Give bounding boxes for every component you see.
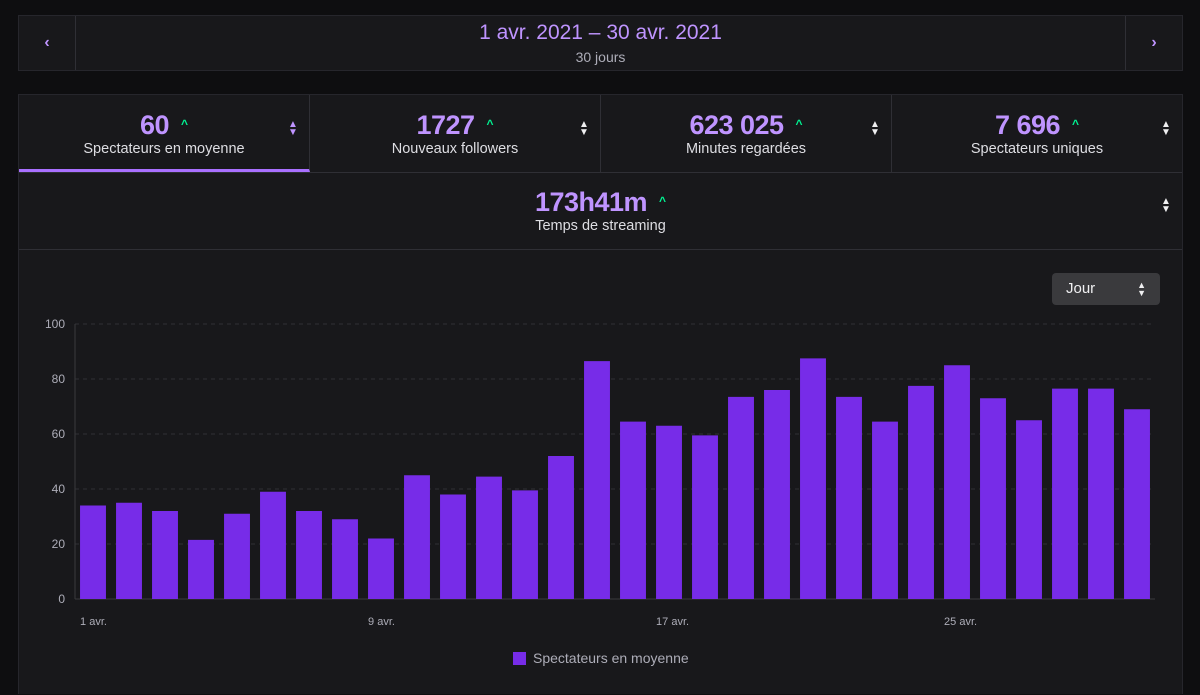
- next-period-button[interactable]: ›: [1125, 16, 1182, 70]
- x-tick-label: 25 avr.: [944, 616, 977, 628]
- sort-icon[interactable]: ▲ ▼: [579, 119, 589, 138]
- x-tick-label: 17 avr.: [656, 616, 689, 628]
- bar: [476, 476, 502, 599]
- previous-period-button[interactable]: ‹: [19, 16, 76, 70]
- bar: [260, 491, 286, 599]
- chevron-right-icon: ›: [1151, 34, 1157, 51]
- legend-label: Spectateurs en moyenne: [533, 650, 689, 666]
- date-range-label: 1 avr. 2021 – 30 avr. 2021: [479, 21, 722, 44]
- date-range-display: 1 avr. 2021 – 30 avr. 2021 30 jours: [75, 16, 1126, 70]
- bar: [188, 539, 214, 599]
- bar: [584, 361, 610, 599]
- chart-legend[interactable]: Spectateurs en moyenne: [513, 648, 689, 668]
- bar: [1052, 388, 1078, 599]
- bar: [872, 421, 898, 599]
- sort-icon[interactable]: ▲ ▼: [1161, 196, 1171, 215]
- bar: [440, 494, 466, 599]
- y-tick-label: 0: [58, 592, 65, 606]
- stat-value: 7 696: [994, 110, 1061, 140]
- trend-up-icon: ^: [659, 194, 667, 208]
- y-tick-label: 40: [52, 482, 66, 496]
- trend-up-icon: ^: [795, 117, 803, 131]
- sort-icon[interactable]: ▲ ▼: [870, 119, 880, 138]
- bar: [80, 505, 106, 599]
- bar: [296, 511, 322, 599]
- bar: [800, 358, 826, 599]
- bar: [836, 396, 862, 599]
- bar: [152, 511, 178, 599]
- stat-card-new-followers[interactable]: 1727 ^ Nouveaux followers ▲ ▼: [310, 95, 601, 172]
- stat-value: 623 025: [689, 110, 784, 140]
- stats-panel: 60 ^ Spectateurs en moyenne ▲ ▼ 1727 ^ Nouv…: [18, 94, 1183, 694]
- bar: [944, 365, 970, 599]
- stat-card-minutes-watched[interactable]: 623 025 ^ Minutes regardées ▲ ▼: [601, 95, 892, 172]
- stat-value: 1727: [416, 110, 475, 140]
- bar: [1124, 409, 1150, 599]
- stat-label: Minutes regardées: [685, 141, 807, 157]
- sort-icon[interactable]: ▲ ▼: [1161, 119, 1171, 138]
- stat-value: 173h41m: [534, 187, 648, 217]
- x-tick-label: 9 avr.: [368, 616, 395, 628]
- y-tick-label: 20: [52, 537, 66, 551]
- bar: [512, 490, 538, 599]
- bar: [620, 421, 646, 599]
- stat-card-streaming-time[interactable]: 173h41m ^ Temps de streaming ▲ ▼: [19, 172, 1182, 250]
- bar: [692, 435, 718, 599]
- trend-up-icon: ^: [1072, 117, 1080, 131]
- bar: [368, 538, 394, 599]
- bar: [224, 513, 250, 599]
- sort-icon[interactable]: ▲ ▼: [288, 119, 298, 138]
- date-range-bar: ‹ 1 avr. 2021 – 30 avr. 2021 30 jours ›: [18, 15, 1183, 71]
- stat-label: Nouveaux followers: [391, 141, 519, 157]
- x-tick-label: 1 avr.: [80, 616, 107, 628]
- bar: [656, 425, 682, 599]
- date-range-days: 30 jours: [575, 49, 626, 65]
- bar: [764, 390, 790, 599]
- trend-up-icon: ^: [486, 117, 494, 131]
- bar: [728, 396, 754, 599]
- bar: [1016, 420, 1042, 599]
- chevron-left-icon: ‹: [44, 34, 50, 51]
- trend-up-icon: ^: [181, 117, 189, 131]
- bar: [1088, 388, 1114, 599]
- stats-row: 60 ^ Spectateurs en moyenne ▲ ▼ 1727 ^ Nouv…: [19, 95, 1182, 173]
- granularity-value: Jour: [1066, 280, 1096, 297]
- stat-card-unique-viewers[interactable]: 7 696 ^ Spectateurs uniques ▲ ▼: [892, 95, 1182, 172]
- viewers-bar-chart: 0 20 40 60 80 100 1 avr. 9 avr. 17 avr. 25 avr.: [45, 317, 1155, 628]
- y-tick-label: 60: [52, 427, 66, 441]
- stat-card-avg-viewers[interactable]: 60 ^ Spectateurs en moyenne ▲ ▼: [19, 95, 310, 172]
- y-tick-label: 80: [52, 372, 66, 386]
- stat-value: 60: [139, 110, 170, 140]
- bar: [332, 519, 358, 599]
- y-tick-label: 100: [45, 317, 65, 331]
- bar: [116, 502, 142, 599]
- bar: [908, 385, 934, 599]
- granularity-select[interactable]: Jour ▲ ▼: [1052, 273, 1160, 305]
- bar: [404, 475, 430, 599]
- stat-label: Spectateurs uniques: [970, 141, 1104, 157]
- legend-swatch: [513, 651, 526, 665]
- stat-label: Temps de streaming: [535, 218, 666, 234]
- stat-label: Spectateurs en moyenne: [83, 141, 245, 157]
- bar: [980, 398, 1006, 599]
- select-chevron-icon: ▲ ▼: [1137, 280, 1146, 298]
- bar: [548, 456, 574, 599]
